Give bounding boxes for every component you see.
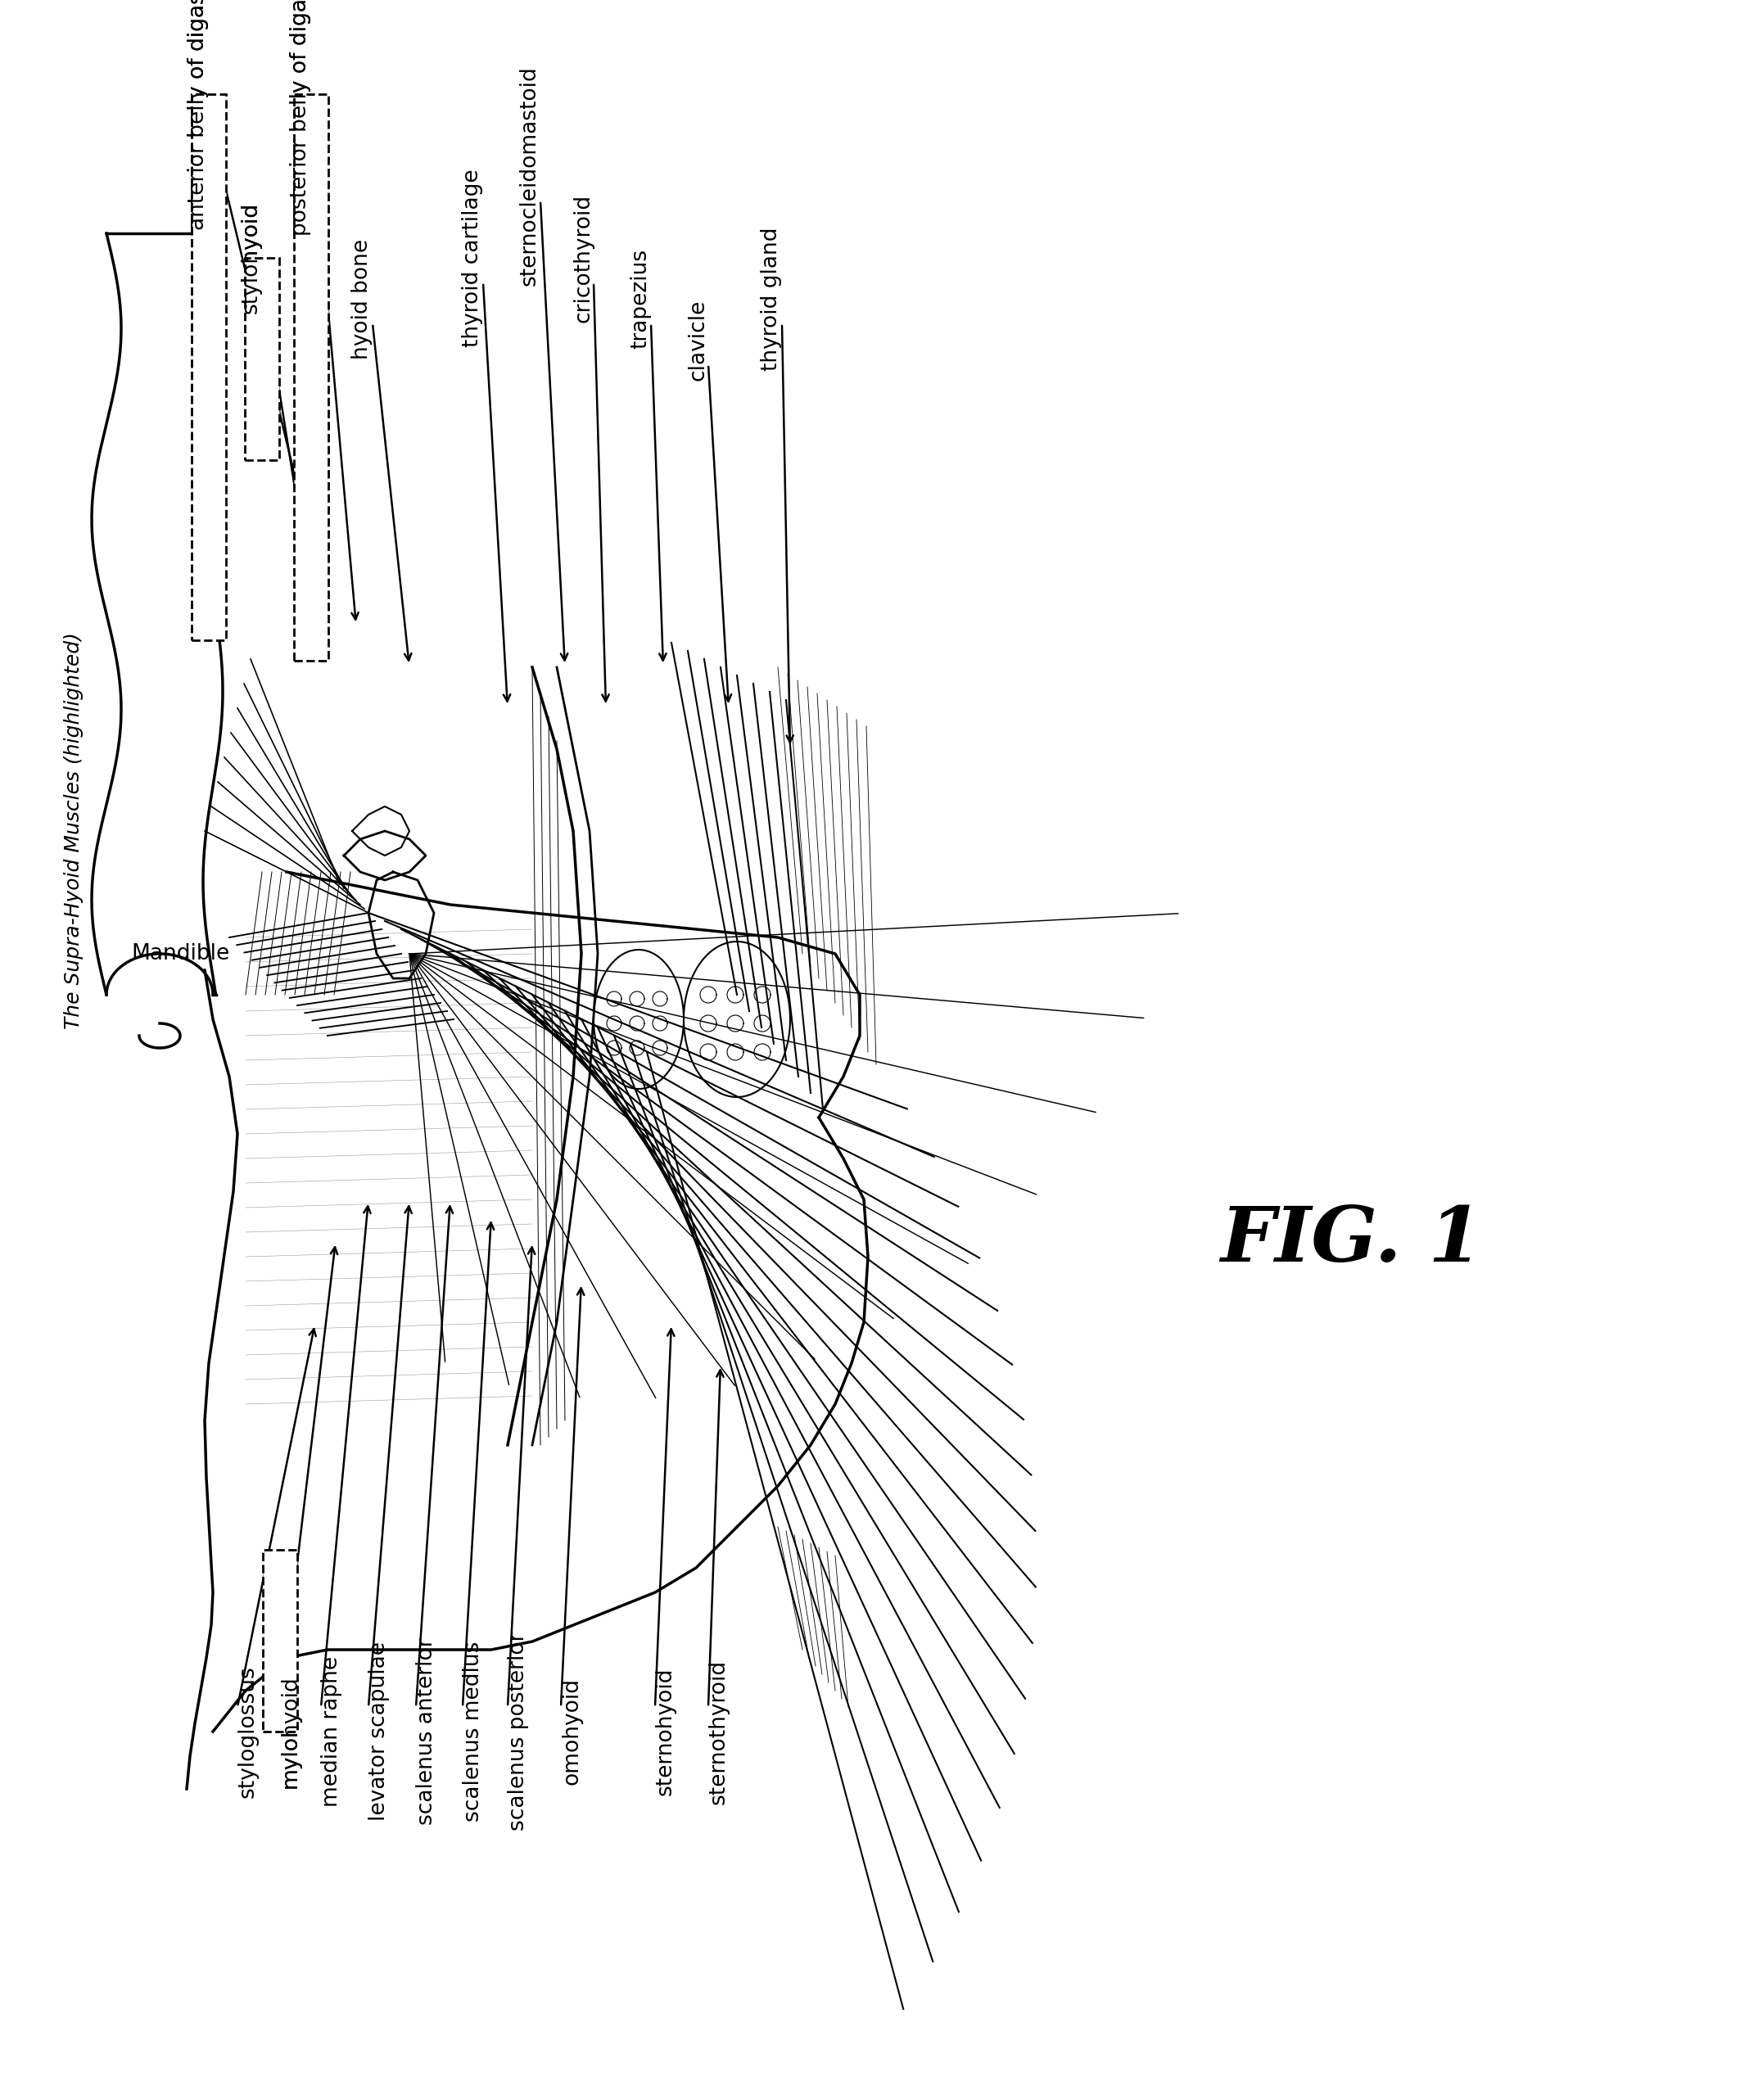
Text: mylohyoid: mylohyoid: [280, 1676, 301, 1787]
Text: mylohyoid: mylohyoid: [280, 1676, 301, 1787]
Text: thyroid gland: thyroid gland: [761, 227, 782, 372]
Bar: [294, 94, 329, 659]
Text: posterior belly of digastric: posterior belly of digastric: [290, 0, 311, 235]
Text: clavicle: clavicle: [687, 298, 708, 380]
Text: omohyoid: omohyoid: [561, 1678, 582, 1785]
Text: The Supra-Hyoid Muscles (highlighted): The Supra-Hyoid Muscles (highlighted): [63, 632, 84, 1029]
Text: trapezius: trapezius: [629, 248, 650, 349]
Text: thyroid cartilage: thyroid cartilage: [462, 168, 483, 346]
Text: anterior belly of digastric: anterior belly of digastric: [188, 0, 209, 231]
Text: sternocleidomastoid: sternocleidomastoid: [519, 65, 540, 286]
Text: anterior belly of digastric: anterior belly of digastric: [188, 0, 209, 231]
Text: styloglossus: styloglossus: [237, 1665, 258, 1798]
Bar: [264, 1550, 297, 1732]
Bar: [244, 258, 280, 460]
Text: hyoid bone: hyoid bone: [352, 239, 373, 359]
Text: posterior belly of digastric: posterior belly of digastric: [290, 0, 311, 235]
Text: sternothyroid: sternothyroid: [708, 1659, 730, 1804]
Text: cricothyroid: cricothyroid: [573, 193, 594, 321]
Text: median raphe: median raphe: [322, 1657, 343, 1806]
Text: scalenus medius: scalenus medius: [462, 1642, 483, 1823]
Text: scalenus anterior: scalenus anterior: [417, 1638, 438, 1825]
Text: levator scapulae: levator scapulae: [369, 1642, 390, 1821]
Text: scalenus posterior: scalenus posterior: [508, 1632, 529, 1831]
Text: Mandible: Mandible: [130, 943, 229, 964]
Text: FIG. 1: FIG. 1: [1220, 1203, 1482, 1277]
Text: sternohyoid: sternohyoid: [656, 1667, 677, 1795]
Text: stylohyoid: stylohyoid: [241, 202, 262, 313]
Text: stylohyoid: stylohyoid: [241, 202, 262, 313]
Bar: [192, 94, 227, 640]
